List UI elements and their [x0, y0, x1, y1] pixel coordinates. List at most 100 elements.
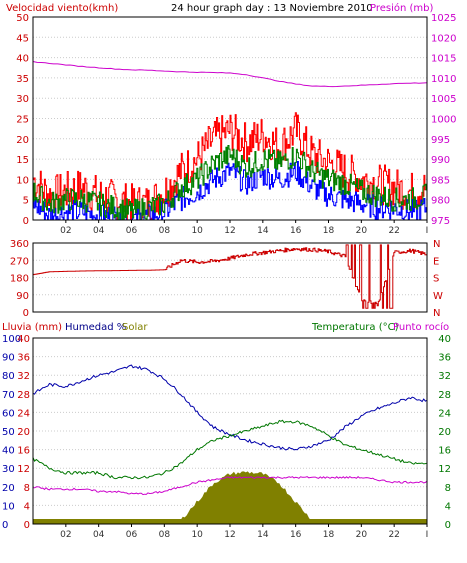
direction-compass-label: N [433, 308, 440, 319]
humidity-x-tick-label: 12 [224, 530, 235, 540]
pressure-tick-label: 1005 [431, 94, 456, 105]
humidity-tick-label: 80 [2, 371, 15, 382]
direction-degree-label: 90 [16, 291, 29, 302]
temperature-tick-label: 24 [438, 408, 451, 419]
humidity-temperature-panel: 0102030405060708090100048121620242832364… [2, 334, 451, 540]
pressure-tick-label: 990 [431, 155, 450, 166]
direction-compass-label: S [433, 274, 439, 285]
wind-speed-tick-label: 25 [16, 115, 29, 126]
rain-tick-label: 20 [17, 427, 30, 438]
temperature-tick-label: 28 [438, 390, 451, 401]
rain-tick-label: 40 [17, 334, 30, 345]
wind-x-tick-label: 10 [191, 226, 203, 236]
humidity-x-tick-label: 14 [257, 530, 269, 540]
humidity-x-tick-label: 08 [159, 530, 171, 540]
wind-speed-tick-label: 40 [16, 54, 29, 65]
temperature-tick-label: 0 [445, 520, 451, 531]
humidity-x-tick-label: 02 [60, 530, 71, 540]
wind-x-tick-label: 18 [323, 226, 335, 236]
direction-panel-frame [32, 242, 428, 313]
temperature-tick-label: 32 [438, 371, 451, 382]
wind-low-line [33, 145, 428, 221]
rain-tick-label: 16 [17, 446, 30, 457]
humidity-tick-label: 20 [2, 483, 15, 494]
wind-speed-axis-label: Velocidad viento(kmh) [6, 3, 118, 14]
rain-tick-label: 32 [17, 371, 30, 382]
humidity-x-tick-label: I [426, 530, 429, 540]
pressure-tick-label: 995 [431, 135, 450, 146]
wind-x-tick-label: 12 [224, 226, 235, 236]
pressure-axis-label: Presión (mb) [370, 2, 434, 14]
humidity-tick-label: 70 [2, 390, 15, 401]
humidity-x-tick-label: 16 [290, 530, 302, 540]
direction-compass-label: E [433, 256, 439, 267]
humidity-tick-label: 100 [2, 334, 21, 345]
wind-x-tick-label: 06 [126, 226, 138, 236]
humidity-x-tick-label: 20 [356, 530, 368, 540]
pressure-tick-label: 985 [431, 175, 450, 186]
direction-degree-label: 270 [10, 256, 29, 267]
temperature-tick-label: 40 [438, 334, 451, 345]
rain-tick-label: 28 [17, 390, 30, 401]
humidity-x-tick-label: 06 [126, 530, 138, 540]
direction-compass-label: W [433, 291, 443, 302]
temperature-tick-label: 8 [445, 483, 451, 494]
humidity-x-tick-label: 22 [388, 530, 399, 540]
humidity-x-tick-label: 18 [323, 530, 335, 540]
rain-tick-label: 36 [17, 353, 30, 364]
rain-tick-label: 8 [24, 483, 30, 494]
wind-speed-tick-label: 5 [23, 196, 29, 207]
solar-axis-label: Solar [122, 322, 148, 333]
humidity-axis-label: Humedad % [65, 322, 126, 333]
wind-x-tick-label: 22 [388, 226, 399, 236]
humidity-tick-label: 50 [2, 427, 15, 438]
humidity-tick-label: 40 [2, 446, 15, 457]
temperature-tick-label: 36 [438, 353, 451, 364]
humidity-x-tick-label: 04 [93, 530, 105, 540]
wind-x-tick-label: 16 [290, 226, 302, 236]
temperature-axis-label: Temperatura (°C) [311, 322, 399, 333]
pressure-tick-label: 980 [431, 196, 450, 207]
humidity-tick-label: 90 [2, 353, 15, 364]
pressure-tick-label: 1010 [431, 74, 456, 85]
text-labels: Velocidad viento(kmh) 24 hour graph day … [2, 2, 449, 333]
pressure-tick-label: 1020 [431, 33, 456, 44]
humidity-tick-label: 0 [2, 520, 8, 531]
humidity-tick-label: 30 [2, 464, 15, 475]
pressure-tick-label: 975 [431, 216, 450, 227]
solar-area [33, 471, 427, 524]
temperature-tick-label: 20 [438, 427, 451, 438]
wind-x-tick-label: 08 [159, 226, 171, 236]
direction-compass-label: N [433, 239, 440, 250]
pressure-tick-label: 1025 [431, 13, 456, 24]
rain-tick-label: 24 [17, 408, 30, 419]
humidity-tick-label: 10 [2, 501, 15, 512]
humidity-x-tick-label: 10 [191, 530, 203, 540]
wind-direction-line [33, 244, 428, 309]
wind-x-tick-label: 14 [257, 226, 269, 236]
pressure-line [32, 61, 428, 88]
wind-speed-tick-label: 50 [16, 13, 29, 24]
rain-tick-label: 4 [24, 501, 30, 512]
wind-pressure-panel: 0510152025303540455097598098599099510001… [16, 13, 456, 236]
wind-speed-tick-label: 30 [16, 94, 29, 105]
temperature-tick-label: 16 [438, 446, 451, 457]
temperature-tick-label: 4 [445, 501, 451, 512]
wind-x-tick-label: 20 [356, 226, 368, 236]
wind-speed-tick-label: 0 [23, 216, 29, 227]
dewpoint-axis-label: Punto rocío [393, 321, 449, 333]
dewpoint-line [32, 475, 428, 496]
wind-x-tick-label: I [426, 226, 429, 236]
wind-x-tick-label: 04 [93, 226, 105, 236]
temperature-tick-label: 12 [438, 464, 451, 475]
direction-degree-label: 360 [10, 239, 29, 250]
direction-degree-label: 0 [23, 308, 29, 319]
humidity-tick-label: 60 [2, 408, 15, 419]
solar-baseline-band [33, 519, 427, 524]
wind-speed-tick-label: 45 [16, 33, 29, 44]
pressure-tick-label: 1000 [431, 115, 456, 126]
